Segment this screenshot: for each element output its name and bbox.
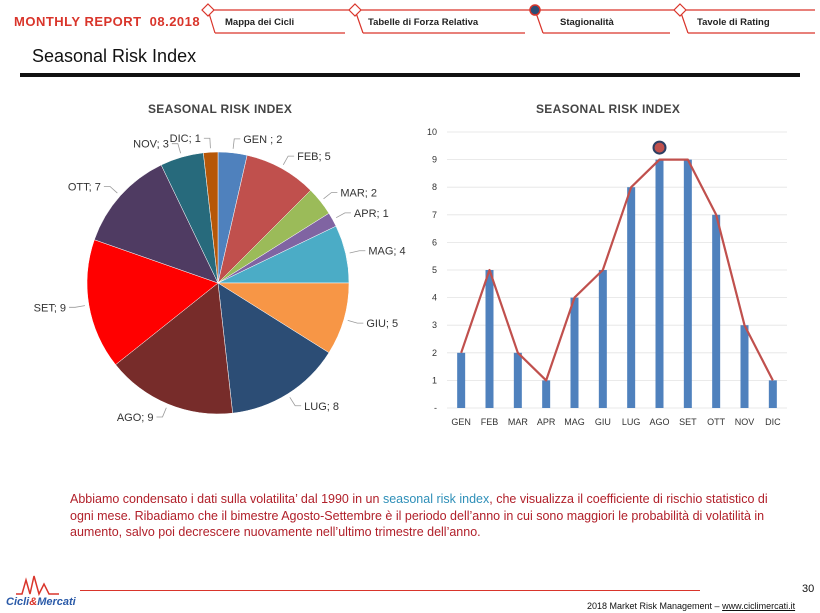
nav-item-tabelle-forza-relativa[interactable]: Tabelle di Forza Relativa	[368, 17, 479, 28]
trend-line	[460, 158, 774, 382]
body-highlight: seasonal risk index	[382, 492, 490, 506]
logo-right: Mercati	[37, 596, 76, 608]
pie-label-gen: GEN ; 2	[243, 134, 282, 146]
bar-feb	[485, 270, 494, 408]
footer-text: 2018 Market Risk Management – www.ciclim…	[587, 601, 795, 611]
bar-xtick-label: LUG	[622, 417, 641, 427]
pie-leader-feb	[282, 155, 295, 166]
bar-ytick-label: 4	[432, 293, 437, 303]
pie-slice-set	[86, 239, 219, 366]
nav-marker-active	[529, 4, 541, 16]
pie-leader-giu	[347, 319, 364, 324]
page-title: Seasonal Risk Index	[32, 46, 197, 66]
pie-leader-ott	[103, 185, 118, 194]
nav-item-mappa-dei-cicli[interactable]: Mappa dei Cicli	[225, 17, 295, 28]
bar-gen	[457, 352, 466, 408]
pie-label-ago: AGO; 9	[117, 412, 154, 424]
pie-label-feb: FEB; 5	[297, 151, 331, 163]
pie-label-set: SET; 9	[34, 302, 66, 314]
pie-label-mar: MAR; 2	[340, 188, 377, 200]
body-text-after: , che visualizza il coefficiente di risc…	[70, 492, 768, 539]
title-divider	[20, 73, 800, 77]
pie-leader-mag	[349, 250, 366, 254]
bar-ytick-label: 7	[432, 210, 437, 220]
nav-item-stagionalita[interactable]: Stagionalità	[560, 17, 614, 28]
pie-label-apr: APR; 1	[354, 208, 389, 220]
bar-xtick-label: AGO	[649, 417, 669, 427]
logo-amp: &	[29, 596, 38, 608]
pie-label-mag: MAG; 4	[368, 246, 405, 258]
bar-ytick-label: 9	[432, 155, 437, 165]
bar-lug	[627, 187, 636, 408]
pie-leader-mar	[323, 192, 338, 200]
pie-leader-ago	[156, 407, 167, 418]
pie-label-giu: GIU; 5	[366, 318, 398, 330]
bar-xtick-label: MAR	[508, 417, 528, 427]
nav-marker-1	[201, 3, 215, 17]
footer-divider	[80, 590, 700, 591]
body-text-before: Abbiamo condensato i dati sulla volatili…	[70, 492, 383, 506]
pie-label-nov: NOV; 3	[133, 139, 169, 151]
bar-giu	[598, 270, 607, 408]
footer-link[interactable]: www.ciclimercati.it	[722, 601, 796, 611]
nav-marker-4	[673, 3, 687, 17]
pie-chart: GEN ; 2 FEB; 5 MAR; 2 APR; 1 MAG; 4 GIU; 5 LUG…	[34, 133, 406, 424]
page-number: 30	[802, 583, 815, 595]
body-paragraph: Abbiamo condensato i dati sulla volatili…	[70, 491, 770, 541]
bar-xtick-label: NOV	[735, 417, 755, 427]
pie-leader-set	[69, 305, 85, 308]
bar-ott	[712, 214, 721, 408]
bar-xtick-label: FEB	[481, 417, 499, 427]
bar-ytick-label: 8	[432, 182, 437, 192]
pie-leader-nov	[171, 143, 182, 154]
bar-ytick-label: 6	[432, 237, 437, 247]
pie-slice-dic	[203, 151, 219, 284]
footer-copyright: 2018 Market Risk Management –	[587, 601, 723, 611]
pie-leader-dic	[203, 137, 211, 149]
bar-mar	[513, 352, 522, 408]
report-brand: MONTHLY REPORT 08.2018	[14, 14, 200, 29]
logo-left: Cicli	[6, 596, 30, 608]
bar-set	[683, 159, 692, 408]
bar-ytick-label: 2	[432, 348, 437, 358]
nav-bar	[201, 3, 815, 34]
bar-ytick-label: -	[434, 403, 437, 413]
bar-ytick-label: 10	[427, 127, 437, 137]
bar-ytick-label: 5	[432, 265, 437, 275]
bar-chart: - 1 2 3 4 5 6 7 8 9 10 GEN FEB MAR APR MAG GIU LUG AGO SET O…	[427, 127, 787, 427]
bar-chart-title: SEASONAL RISK INDEX	[536, 102, 681, 116]
bar-xtick-label: APR	[537, 417, 556, 427]
bar-apr	[542, 380, 551, 408]
pie-label-dic: DIC; 1	[170, 133, 201, 145]
nav-item-tavole-di-rating[interactable]: Tavole di Rating	[697, 17, 770, 28]
bar-ytick-label: 1	[432, 375, 437, 385]
bar-xtick-label: MAG	[564, 417, 585, 427]
bar-xtick-label: GEN	[451, 417, 471, 427]
brand-label: MONTHLY REPORT	[14, 14, 142, 29]
bar-nov	[740, 325, 749, 408]
bar-mag	[570, 297, 579, 408]
nav-markers	[201, 3, 687, 17]
bar-xtick-label: OTT	[707, 417, 725, 427]
pie-label-lug: LUG; 8	[304, 401, 339, 413]
logo: Cicli&Mercati	[6, 596, 76, 608]
bar-ago	[655, 159, 664, 408]
brand-date: 08.2018	[149, 14, 201, 29]
pie-slice-ago	[115, 282, 233, 415]
bar-xtick-label: GIU	[595, 417, 611, 427]
nav-marker-2	[348, 3, 362, 17]
bar-dic	[768, 380, 777, 408]
pie-leader-gen	[232, 138, 241, 149]
pie-chart-title: SEASONAL RISK INDEX	[148, 102, 293, 116]
bar-xtick-label: SET	[679, 417, 697, 427]
pie-label-ott: OTT; 7	[68, 181, 101, 193]
pie-slice-lug	[217, 282, 330, 414]
peak-marker	[652, 140, 667, 155]
pie-leader-apr	[335, 212, 351, 219]
pie-slice-ott	[94, 164, 219, 284]
logo-icon	[16, 575, 59, 597]
pie-leader-lug	[289, 397, 302, 407]
bar-xtick-label: DIC	[765, 417, 781, 427]
bar-ytick-label: 3	[432, 320, 437, 330]
